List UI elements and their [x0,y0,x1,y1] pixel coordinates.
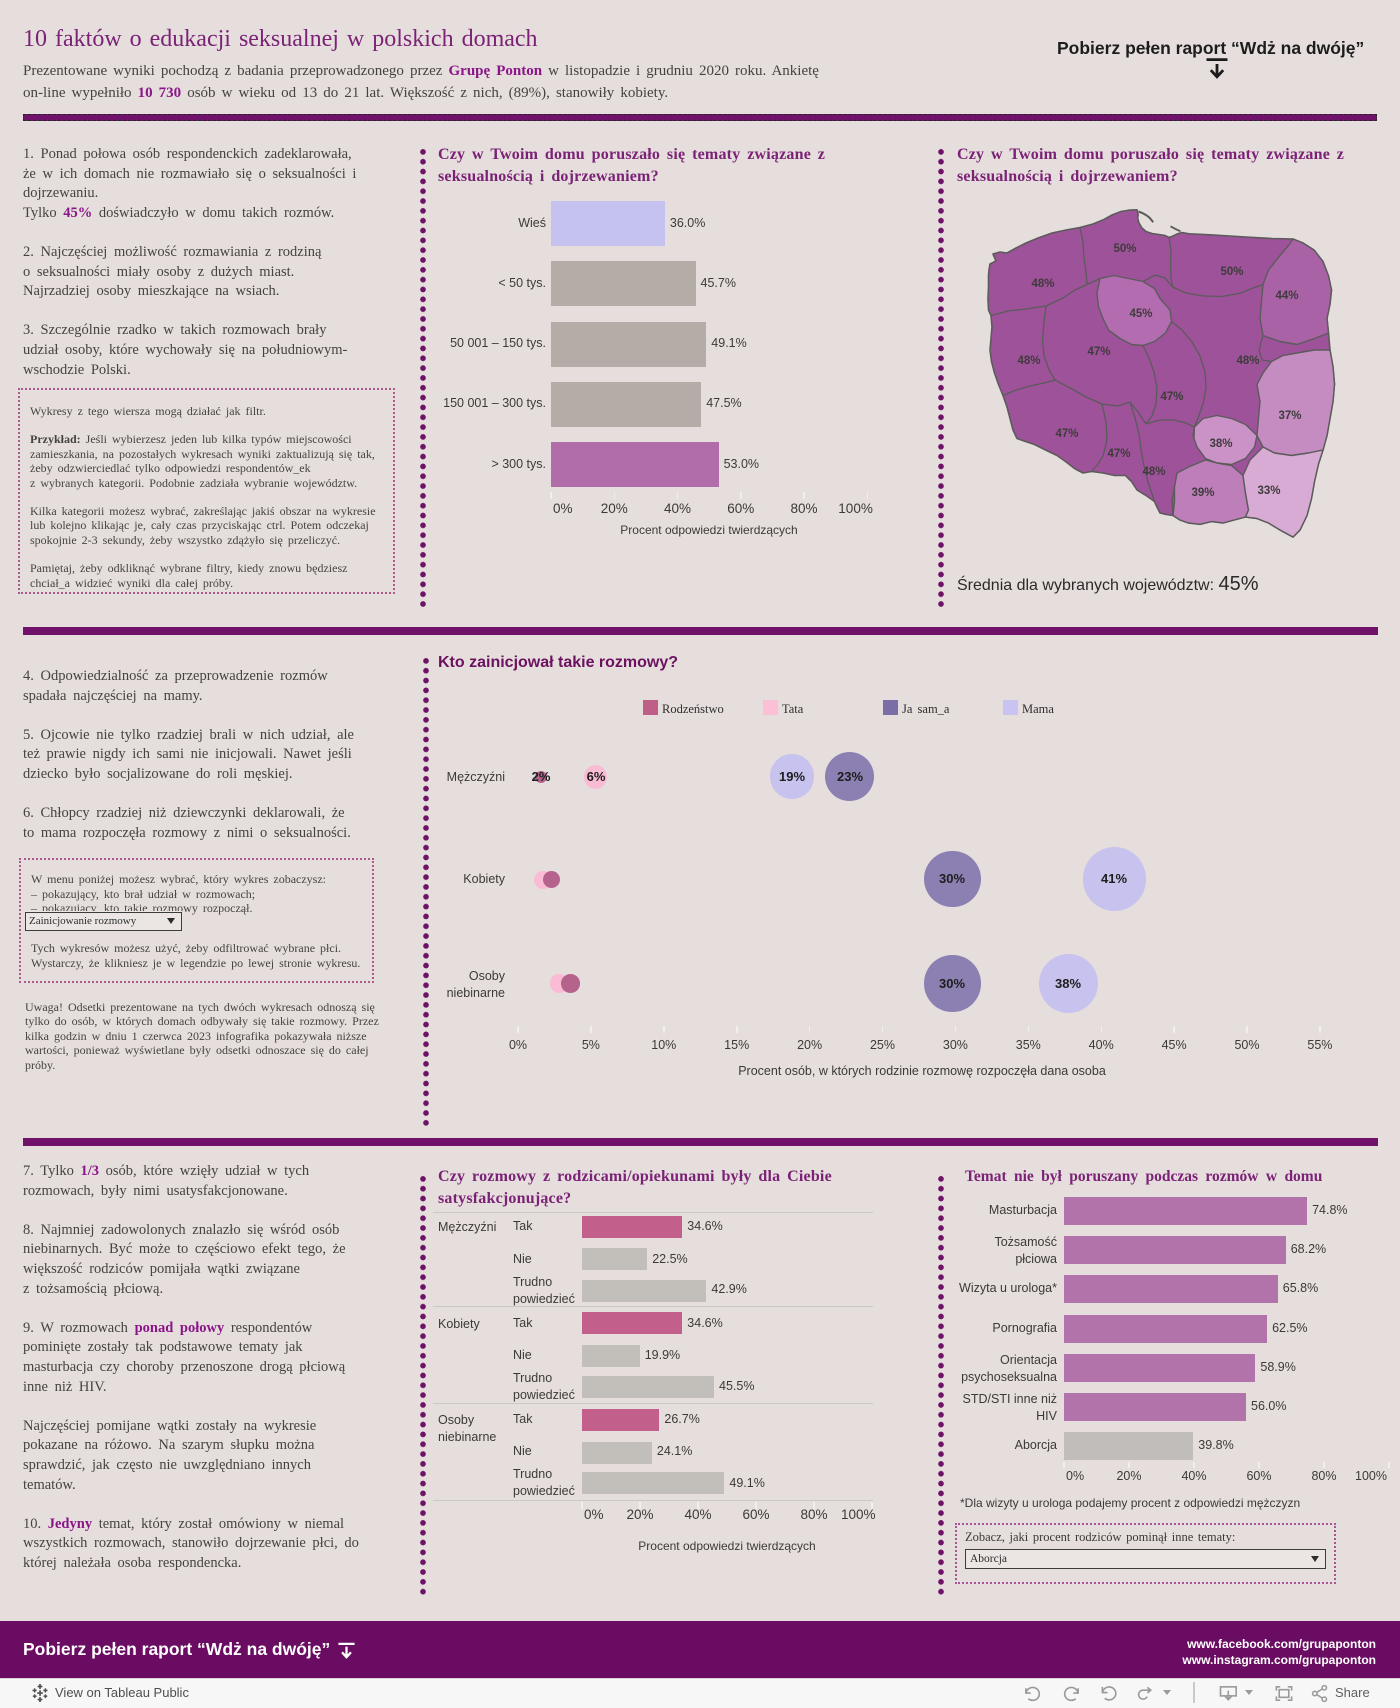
svg-text:45%: 45% [1129,308,1152,320]
svg-text:48%: 48% [1236,355,1259,367]
svg-text:37%: 37% [1278,410,1301,422]
svg-text:38%: 38% [1209,438,1232,450]
svg-text:47%: 47% [1055,428,1078,440]
svg-text:47%: 47% [1087,346,1110,358]
svg-text:47%: 47% [1160,391,1183,403]
svg-text:44%: 44% [1275,290,1298,302]
svg-text:39%: 39% [1191,487,1214,499]
svg-text:48%: 48% [1017,355,1040,367]
svg-text:50%: 50% [1220,266,1243,278]
svg-text:50%: 50% [1113,243,1136,255]
svg-text:47%: 47% [1107,448,1130,460]
svg-text:48%: 48% [1142,466,1165,478]
svg-text:33%: 33% [1257,485,1280,497]
svg-text:48%: 48% [1031,278,1054,290]
